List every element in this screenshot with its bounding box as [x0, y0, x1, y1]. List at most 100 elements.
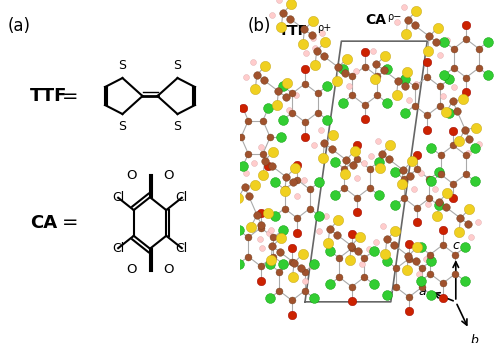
- Point: [282, 94, 290, 99]
- Point: [475, 65, 483, 71]
- Point: [270, 254, 278, 259]
- Point: [394, 78, 402, 84]
- Point: [237, 134, 245, 140]
- Point: [234, 261, 242, 267]
- Point: [399, 167, 407, 173]
- Point: [320, 54, 328, 59]
- Point: [361, 64, 369, 69]
- Point: [279, 10, 287, 16]
- Point: [385, 156, 393, 162]
- Point: [350, 149, 358, 154]
- Point: [425, 34, 433, 39]
- Point: [423, 60, 431, 65]
- Point: [288, 274, 296, 280]
- Point: [358, 261, 366, 267]
- Point: [375, 192, 383, 198]
- Point: [346, 83, 354, 88]
- Point: [417, 171, 425, 176]
- Point: [348, 93, 356, 98]
- Text: CA: CA: [30, 214, 57, 232]
- Point: [449, 128, 457, 134]
- Point: [410, 186, 418, 191]
- Point: [340, 171, 348, 177]
- Point: [278, 24, 285, 30]
- Point: [442, 204, 450, 210]
- Point: [405, 294, 413, 300]
- Point: [443, 37, 451, 43]
- Point: [484, 72, 492, 78]
- Text: S: S: [118, 120, 126, 133]
- Point: [270, 235, 278, 240]
- Point: [321, 39, 329, 45]
- Point: [348, 246, 356, 251]
- Point: [449, 181, 457, 187]
- Point: [291, 166, 299, 171]
- Point: [258, 246, 266, 251]
- Point: [266, 134, 274, 140]
- Point: [338, 100, 346, 105]
- Point: [423, 127, 431, 132]
- Point: [422, 257, 430, 262]
- Point: [439, 242, 447, 248]
- Point: [427, 145, 435, 151]
- Point: [326, 282, 334, 287]
- Point: [475, 141, 483, 147]
- Point: [314, 91, 322, 96]
- Point: [312, 48, 320, 54]
- Point: [266, 295, 274, 301]
- Point: [315, 228, 323, 234]
- Point: [426, 196, 434, 201]
- Point: [301, 67, 309, 72]
- Point: [393, 19, 401, 25]
- Point: [440, 39, 448, 44]
- Point: [436, 52, 444, 58]
- Point: [464, 221, 471, 226]
- Point: [340, 185, 348, 191]
- Point: [427, 179, 435, 184]
- Point: [390, 203, 398, 208]
- Point: [374, 138, 382, 143]
- Point: [252, 86, 260, 92]
- Point: [288, 91, 296, 96]
- Point: [410, 103, 418, 108]
- Point: [328, 146, 336, 152]
- Point: [334, 64, 342, 70]
- Point: [258, 222, 266, 227]
- Point: [378, 151, 386, 156]
- Point: [310, 143, 318, 148]
- Point: [383, 66, 391, 72]
- Point: [413, 167, 421, 172]
- Point: [461, 127, 469, 132]
- Point: [288, 259, 296, 265]
- Point: [340, 166, 348, 172]
- Point: [310, 295, 318, 301]
- Point: [323, 83, 331, 89]
- Point: [250, 160, 258, 165]
- Point: [286, 107, 294, 113]
- Point: [306, 187, 314, 192]
- Point: [279, 117, 287, 122]
- Point: [435, 199, 443, 204]
- Point: [405, 97, 413, 102]
- Text: (a): (a): [8, 17, 30, 35]
- Point: [413, 220, 421, 225]
- Point: [331, 159, 339, 164]
- Point: [424, 48, 432, 53]
- Point: [435, 169, 443, 175]
- Point: [319, 155, 327, 160]
- Point: [466, 136, 473, 142]
- Point: [259, 172, 267, 177]
- Point: [435, 203, 443, 208]
- Point: [301, 134, 309, 139]
- Point: [300, 288, 308, 294]
- Point: [316, 179, 324, 185]
- Point: [271, 213, 279, 218]
- Point: [413, 152, 421, 158]
- Text: a: a: [418, 285, 426, 298]
- Text: Cl: Cl: [112, 242, 124, 255]
- Point: [468, 234, 475, 239]
- Point: [454, 138, 462, 144]
- Point: [383, 100, 391, 105]
- Point: [448, 98, 456, 104]
- Point: [375, 159, 383, 164]
